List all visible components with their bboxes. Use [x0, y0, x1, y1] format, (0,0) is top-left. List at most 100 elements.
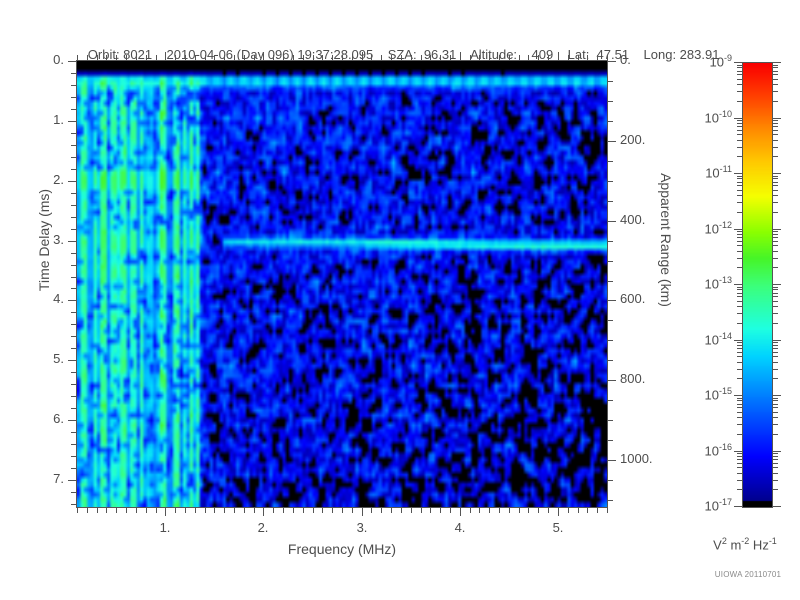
- axis-tick: [597, 508, 598, 513]
- axis-tick: [737, 356, 742, 357]
- axis-tick: [773, 459, 778, 460]
- axis-tick: [175, 508, 176, 513]
- axis-tick: [773, 229, 781, 230]
- axis-tick: [71, 396, 76, 397]
- axis-tick: [460, 508, 461, 516]
- y-axis-left-title: Time Delay (ms): [36, 188, 52, 292]
- axis-tick: [737, 323, 742, 324]
- axis-tick: [597, 55, 598, 60]
- axis-tick: [737, 182, 742, 183]
- axis-tick: [737, 306, 742, 307]
- axis-tick: [773, 400, 778, 401]
- axis-tick: [773, 178, 778, 179]
- axis-tick: [737, 296, 742, 297]
- axis-tick: [71, 456, 76, 457]
- axis-tick: [737, 404, 742, 405]
- axis-tick: [548, 508, 549, 513]
- axis-tick: [773, 296, 778, 297]
- axis-tick: [773, 453, 778, 454]
- axis-tick: [411, 55, 412, 60]
- axis-tick: [737, 301, 742, 302]
- x-axis-tick-label: 5.: [552, 520, 564, 535]
- axis-tick: [116, 55, 117, 60]
- axis-tick: [773, 126, 778, 127]
- axis-tick: [773, 407, 778, 408]
- axis-tick: [322, 55, 323, 60]
- axis-tick: [352, 508, 353, 513]
- colorbar-tick-label: 10-16: [704, 442, 732, 459]
- axis-tick: [737, 463, 742, 464]
- axis-tick: [411, 508, 412, 513]
- axis-tick: [773, 202, 778, 203]
- axis-tick: [430, 55, 431, 60]
- colorbar-tick-label: 10-12: [704, 220, 732, 237]
- axis-tick: [71, 348, 76, 349]
- axis-tick: [737, 74, 742, 75]
- axis-tick: [773, 185, 778, 186]
- axis-tick: [450, 55, 451, 60]
- axis-tick: [391, 55, 392, 60]
- axis-tick: [479, 508, 480, 513]
- axis-tick: [146, 55, 147, 60]
- axis-tick: [737, 434, 742, 435]
- axis-tick: [773, 342, 778, 343]
- axis-tick: [734, 340, 742, 341]
- axis-tick: [773, 65, 778, 66]
- axis-tick: [608, 181, 613, 182]
- axis-tick: [773, 398, 778, 399]
- y-axis-left-tick-label: 0.: [53, 52, 64, 67]
- axis-tick: [734, 506, 742, 507]
- axis-tick: [734, 451, 742, 452]
- axis-tick: [773, 91, 778, 92]
- axis-tick: [737, 369, 742, 370]
- axis-tick: [401, 55, 402, 60]
- axis-tick: [106, 508, 107, 513]
- axis-tick: [608, 500, 613, 501]
- axis-tick: [608, 480, 613, 481]
- axis-tick: [734, 229, 742, 230]
- axis-tick: [528, 55, 529, 60]
- axis-tick: [71, 492, 76, 493]
- axis-tick: [773, 79, 778, 80]
- axis-tick: [773, 289, 778, 290]
- axis-tick: [737, 67, 742, 68]
- axis-tick: [293, 508, 294, 513]
- axis-tick: [371, 55, 372, 60]
- axis-tick: [68, 300, 76, 301]
- axis-tick: [342, 55, 343, 60]
- axis-tick: [71, 504, 76, 505]
- axis-tick: [608, 300, 616, 301]
- axis-tick: [773, 323, 778, 324]
- axis-tick: [737, 101, 742, 102]
- axis-tick: [568, 508, 569, 513]
- axis-tick: [587, 55, 588, 60]
- axis-tick: [71, 157, 76, 158]
- y-axis-right-tick-label: 0.: [620, 52, 631, 67]
- axis-tick: [737, 237, 742, 238]
- axis-tick: [737, 459, 742, 460]
- axis-tick: [234, 508, 235, 513]
- axis-tick: [773, 456, 778, 457]
- axis-tick: [773, 251, 778, 252]
- axis-tick: [737, 79, 742, 80]
- axis-tick: [362, 508, 363, 516]
- axis-tick: [608, 340, 613, 341]
- axis-tick: [773, 212, 778, 213]
- axis-tick: [499, 508, 500, 513]
- axis-tick: [737, 412, 742, 413]
- axis-tick: [773, 369, 778, 370]
- y-axis-left-tick-label: 5.: [53, 351, 64, 366]
- axis-tick: [608, 460, 616, 461]
- x-axis-title: Frequency (MHz): [287, 541, 397, 557]
- axis-tick: [71, 253, 76, 254]
- y-axis-right-tick-label: 800.: [620, 371, 646, 386]
- axis-tick: [71, 85, 76, 86]
- axis-tick: [205, 508, 206, 513]
- axis-tick: [175, 55, 176, 60]
- axis-tick: [737, 398, 742, 399]
- axis-tick: [737, 348, 742, 349]
- axis-tick: [773, 467, 778, 468]
- axis-tick: [608, 380, 616, 381]
- axis-tick: [97, 55, 98, 60]
- y-axis-left-tick-label: 7.: [53, 471, 64, 486]
